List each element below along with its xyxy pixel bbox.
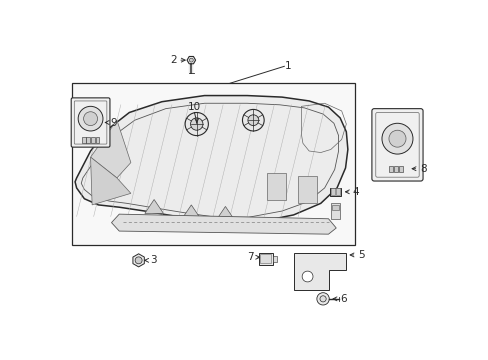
Bar — [81, 137, 85, 143]
Circle shape — [247, 115, 258, 126]
Bar — [96, 137, 99, 143]
Bar — [266, 172, 285, 199]
Circle shape — [185, 112, 208, 136]
Bar — [398, 166, 402, 172]
Polygon shape — [144, 199, 163, 213]
Polygon shape — [293, 253, 346, 291]
Circle shape — [319, 296, 325, 302]
Text: 4: 4 — [352, 187, 358, 197]
Circle shape — [316, 293, 328, 305]
Polygon shape — [217, 206, 233, 218]
Polygon shape — [90, 157, 131, 205]
Bar — [86, 137, 90, 143]
Text: 3: 3 — [150, 255, 157, 265]
Bar — [91, 137, 95, 143]
Bar — [272, 256, 276, 262]
Circle shape — [242, 109, 264, 131]
Text: 1: 1 — [284, 61, 290, 71]
Bar — [330, 188, 335, 195]
Text: 9: 9 — [110, 117, 117, 127]
Bar — [329, 188, 340, 196]
Circle shape — [78, 106, 103, 131]
Circle shape — [388, 130, 405, 147]
Polygon shape — [111, 214, 336, 234]
Bar — [332, 205, 338, 210]
Bar — [297, 176, 316, 203]
FancyBboxPatch shape — [71, 98, 110, 147]
Polygon shape — [183, 205, 199, 216]
Text: 5: 5 — [357, 250, 364, 260]
Circle shape — [135, 257, 142, 264]
Bar — [393, 166, 397, 172]
Bar — [388, 166, 392, 172]
FancyBboxPatch shape — [371, 109, 422, 181]
Polygon shape — [187, 57, 195, 64]
Text: 6: 6 — [340, 294, 346, 304]
Text: 2: 2 — [170, 55, 176, 65]
Circle shape — [302, 271, 312, 282]
Polygon shape — [133, 254, 144, 267]
Bar — [330, 203, 340, 219]
Text: 10: 10 — [187, 103, 201, 112]
Bar — [72, 83, 354, 245]
Text: 7: 7 — [246, 252, 253, 262]
Text: 8: 8 — [419, 164, 426, 174]
Circle shape — [381, 123, 412, 154]
Polygon shape — [75, 95, 347, 222]
Polygon shape — [90, 120, 131, 178]
Bar — [258, 253, 272, 265]
Circle shape — [190, 118, 203, 130]
Bar — [260, 254, 270, 264]
Circle shape — [83, 112, 97, 126]
Circle shape — [189, 58, 193, 62]
Bar — [336, 188, 340, 195]
